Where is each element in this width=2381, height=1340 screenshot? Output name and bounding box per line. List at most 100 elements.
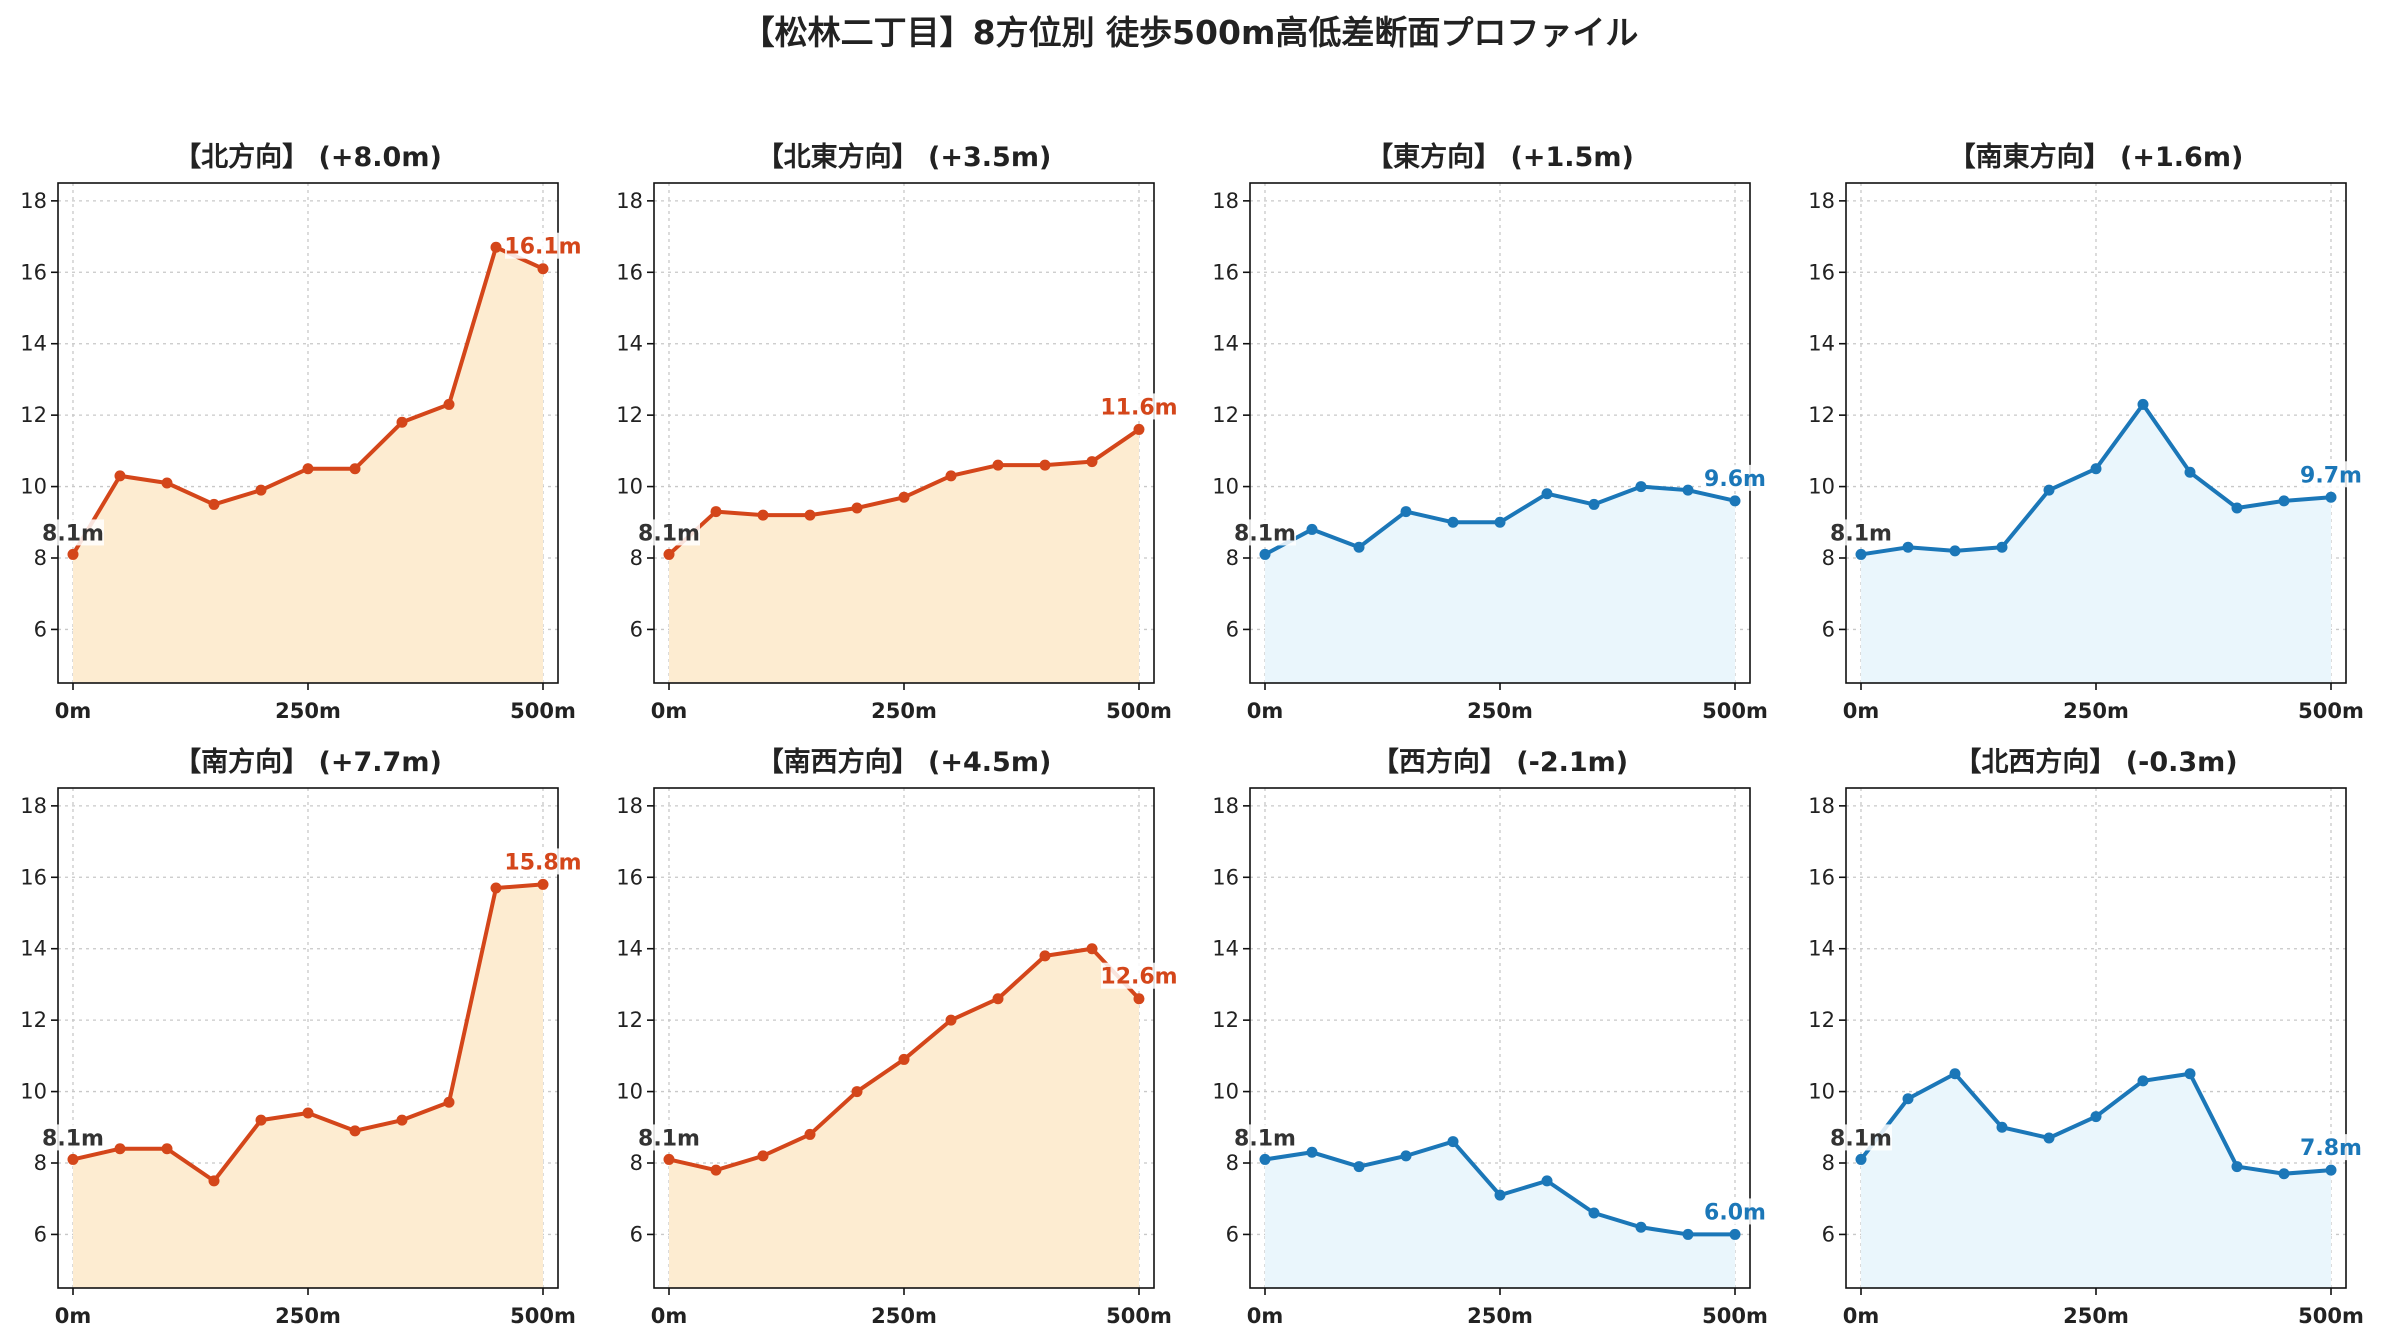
- data-point: [898, 491, 910, 503]
- end-label: 9.7m: [2300, 463, 2362, 488]
- end-label-bg: [2300, 1134, 2362, 1161]
- data-point: [1855, 548, 1867, 560]
- y-tick-label: 16: [1808, 865, 1835, 889]
- data-point: [804, 1128, 816, 1140]
- area-fill: [1265, 486, 1735, 683]
- y-tick-label: 14: [1808, 332, 1835, 356]
- data-point: [663, 1153, 675, 1165]
- area-fill: [1861, 1073, 2331, 1288]
- y-tick-label: 8: [1226, 546, 1239, 570]
- end-label-bg: [505, 848, 581, 875]
- start-label: 8.1m: [42, 521, 104, 546]
- panel-4: 6 8 10 12 14 16 18 0m 250m 500m 【南方向】 (+7.7m) 8.1m 1…: [20, 746, 581, 1328]
- data-point: [396, 1114, 408, 1126]
- data-point: [1133, 993, 1145, 1005]
- end-label: 6.0m: [1704, 1200, 1766, 1225]
- start-label: 8.1m: [42, 1126, 104, 1151]
- x-tick-label: 500m: [510, 699, 576, 723]
- y-tick-label: 8: [1226, 1151, 1239, 1175]
- data-point: [302, 463, 314, 475]
- data-point: [1902, 1093, 1914, 1105]
- data-point: [1588, 1207, 1600, 1219]
- data-point: [208, 1175, 220, 1187]
- panel-7: 6 8 10 12 14 16 18 0m 250m 500m 【北西方向】 (-0.3m) 8.1m…: [1808, 746, 2364, 1328]
- area-fill: [669, 429, 1139, 683]
- area-fill: [1861, 404, 2331, 683]
- panel-title: 【東方向】 (+1.5m): [1366, 141, 1634, 173]
- panel-title: 【北西方向】 (-0.3m): [1954, 746, 2237, 778]
- data-point: [537, 878, 549, 890]
- data-point: [1400, 506, 1412, 518]
- data-point: [1541, 488, 1553, 500]
- y-tick-label: 16: [20, 865, 47, 889]
- start-label: 8.1m: [638, 521, 700, 546]
- data-point: [302, 1107, 314, 1119]
- y-tick-label: 10: [1808, 475, 1835, 499]
- data-point: [804, 509, 816, 521]
- y-tick-label: 16: [616, 260, 643, 284]
- end-label: 7.8m: [2300, 1136, 2362, 1161]
- y-tick-label: 18: [1212, 794, 1239, 818]
- data-point: [1259, 548, 1271, 560]
- data-point: [255, 484, 267, 496]
- end-label: 11.6m: [1100, 395, 1177, 420]
- data-point: [1682, 1228, 1694, 1240]
- y-tick-label: 8: [630, 1151, 643, 1175]
- panel-title: 【南西方向】 (+4.5m): [757, 746, 1052, 778]
- data-point: [1306, 523, 1318, 535]
- start-label: 8.1m: [1234, 1126, 1296, 1151]
- data-point: [2137, 1075, 2149, 1087]
- x-tick-label: 0m: [1843, 699, 1880, 723]
- y-tick-label: 14: [1212, 332, 1239, 356]
- y-tick-label: 12: [1212, 1008, 1239, 1032]
- x-tick-label: 250m: [871, 1304, 937, 1328]
- start-label-bg: [1828, 519, 1892, 546]
- x-tick-label: 250m: [871, 699, 937, 723]
- end-label-bg: [1704, 464, 1766, 491]
- data-point: [945, 470, 957, 482]
- area-fill: [669, 948, 1139, 1288]
- y-tick-label: 18: [616, 189, 643, 213]
- data-point: [1949, 545, 1961, 557]
- data-point: [2325, 1164, 2337, 1176]
- x-tick-label: 0m: [651, 1304, 688, 1328]
- data-point: [710, 1164, 722, 1176]
- y-tick-label: 14: [20, 332, 47, 356]
- y-tick-label: 18: [20, 189, 47, 213]
- data-point: [2278, 495, 2290, 507]
- panel-6: 6 8 10 12 14 16 18 0m 250m 500m 【西方向】 (-2.1m) 8.1m 6…: [1212, 746, 1768, 1328]
- data-point: [898, 1053, 910, 1065]
- data-point: [2043, 484, 2055, 496]
- data-point: [1588, 498, 1600, 510]
- data-point: [1635, 481, 1647, 493]
- data-point: [1133, 423, 1145, 435]
- start-label: 8.1m: [1234, 521, 1296, 546]
- x-tick-label: 0m: [1843, 1304, 1880, 1328]
- start-label: 8.1m: [1830, 1126, 1892, 1151]
- x-tick-label: 500m: [1702, 1304, 1768, 1328]
- panel-3: 6 8 10 12 14 16 18 0m 250m 500m 【南東方向】 (+1.6m) 8.1m…: [1808, 141, 2364, 723]
- x-tick-label: 250m: [2063, 699, 2129, 723]
- y-tick-label: 10: [1808, 1080, 1835, 1104]
- data-point: [663, 548, 675, 560]
- data-point: [2090, 1111, 2102, 1123]
- panel-0: 6 8 10 12 14 16 18 0m 250m 500m 【北方向】 (+8.0m) 8.1m 1…: [20, 141, 581, 723]
- y-tick-label: 18: [1808, 794, 1835, 818]
- y-tick-label: 14: [616, 332, 643, 356]
- x-tick-label: 500m: [1106, 1304, 1172, 1328]
- start-label-bg: [40, 1124, 104, 1151]
- data-point: [757, 509, 769, 521]
- panel-5: 6 8 10 12 14 16 18 0m 250m 500m 【南西方向】 (+4.5m) 8.1m…: [616, 746, 1177, 1328]
- x-tick-label: 250m: [2063, 1304, 2129, 1328]
- data-point: [1729, 495, 1741, 507]
- y-tick-label: 16: [1212, 260, 1239, 284]
- x-tick-label: 500m: [1106, 699, 1172, 723]
- y-tick-label: 8: [34, 546, 47, 570]
- start-label-bg: [636, 1124, 700, 1151]
- y-tick-label: 10: [1212, 1080, 1239, 1104]
- data-point: [2043, 1132, 2055, 1144]
- data-point: [255, 1114, 267, 1126]
- data-point: [1902, 541, 1914, 553]
- data-point: [490, 882, 502, 894]
